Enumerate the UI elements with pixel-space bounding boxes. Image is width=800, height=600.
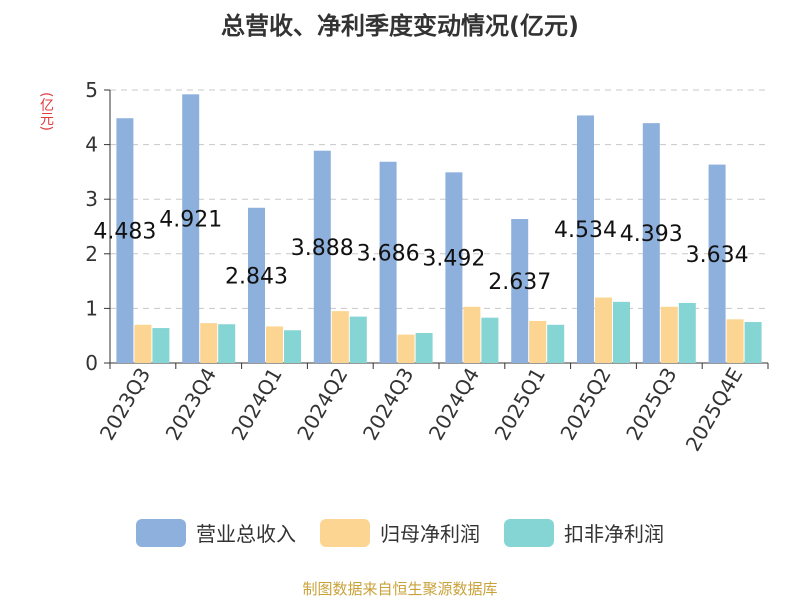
bar-revenue xyxy=(248,207,265,363)
y-tick-label: 3 xyxy=(85,187,98,211)
x-tick-label: 2024Q4 xyxy=(424,364,484,445)
data-label-revenue: 3.888 xyxy=(291,236,354,261)
bar-net-profit xyxy=(463,306,481,363)
data-label-revenue: 3.492 xyxy=(422,247,485,272)
x-tick-label: 2023Q4 xyxy=(161,364,221,445)
bar-net-profit xyxy=(331,311,349,363)
source-note: 制图数据来自恒生聚源数据库 xyxy=(302,580,498,598)
bar-deducted-profit xyxy=(678,302,696,363)
bar-revenue xyxy=(182,94,200,363)
bar-revenue xyxy=(577,115,594,363)
y-tick-label: 2 xyxy=(85,242,98,266)
x-tick-label: 2023Q3 xyxy=(95,364,155,445)
y-tick-label: 1 xyxy=(85,296,98,320)
data-label-revenue: 2.637 xyxy=(488,270,551,295)
bar-net-profit xyxy=(200,323,218,363)
bar-deducted-profit xyxy=(547,324,565,363)
x-tick-label: 2025Q3 xyxy=(621,364,681,445)
data-label-revenue: 4.393 xyxy=(620,222,683,247)
y-tick-label: 0 xyxy=(85,351,98,375)
bar-revenue xyxy=(379,161,397,363)
y-tick-label: 5 xyxy=(85,78,98,102)
bar-revenue xyxy=(313,150,331,363)
bar-net-profit xyxy=(397,334,415,363)
bar-net-profit xyxy=(134,324,152,363)
bar-revenue xyxy=(511,219,529,363)
bar-net-profit xyxy=(660,306,678,363)
x-tick-label: 2024Q1 xyxy=(226,364,286,445)
bar-net-profit xyxy=(529,320,547,363)
bar-deducted-profit xyxy=(415,332,433,363)
chart-title: 总营收、净利季度变动情况(亿元) xyxy=(221,12,579,40)
x-tick-label: 2024Q2 xyxy=(292,364,352,445)
bars xyxy=(116,94,762,363)
bar-net-profit xyxy=(726,319,744,363)
legend-swatch-revenue xyxy=(136,518,186,547)
legend-item-revenue[interactable]: 营业总收入 xyxy=(136,518,296,547)
legend-label-deducted-profit: 扣非净利润 xyxy=(564,522,664,546)
bar-deducted-profit xyxy=(613,301,630,363)
bar-deducted-profit xyxy=(218,324,236,363)
bar-deducted-profit xyxy=(744,322,762,363)
legend-swatch-deducted-profit xyxy=(504,518,554,547)
x-tick-label: 2024Q3 xyxy=(358,364,418,445)
bar-revenue xyxy=(642,123,660,363)
data-label-revenue: 4.534 xyxy=(554,218,617,243)
bar-revenue xyxy=(708,164,726,363)
bar-deducted-profit xyxy=(481,317,499,363)
x-tick-label: 2025Q1 xyxy=(490,364,550,445)
bar-revenue xyxy=(116,118,134,363)
data-label-revenue: 3.634 xyxy=(686,243,749,268)
legend-item-deducted-profit[interactable]: 扣非净利润 xyxy=(504,518,664,547)
bar-revenue xyxy=(445,172,463,363)
x-tick-label: 2025Q2 xyxy=(555,364,615,445)
data-label-revenue: 3.686 xyxy=(357,241,420,266)
bar-deducted-profit xyxy=(349,316,367,363)
data-label-revenue: 2.843 xyxy=(225,264,288,289)
legend-swatch-net-profit xyxy=(320,518,370,547)
legend: 营业总收入 归母净利润 扣非净利润 xyxy=(0,518,800,547)
bar-net-profit xyxy=(266,326,283,363)
bar-deducted-profit xyxy=(152,328,170,363)
grid-lines xyxy=(110,89,768,309)
data-label-revenue: 4.921 xyxy=(159,208,222,233)
bar-deducted-profit xyxy=(284,330,301,363)
y-axis-unit: (亿元) xyxy=(38,92,54,131)
y-tick-label: 4 xyxy=(85,133,98,157)
data-label-revenue: 4.483 xyxy=(93,220,156,245)
x-tick-label: 2025Q4E xyxy=(681,364,748,456)
legend-label-net-profit: 归母净利润 xyxy=(380,522,480,546)
legend-label-revenue: 营业总收入 xyxy=(196,522,296,546)
bar-net-profit xyxy=(595,297,612,363)
legend-item-net-profit[interactable]: 归母净利润 xyxy=(320,518,480,547)
